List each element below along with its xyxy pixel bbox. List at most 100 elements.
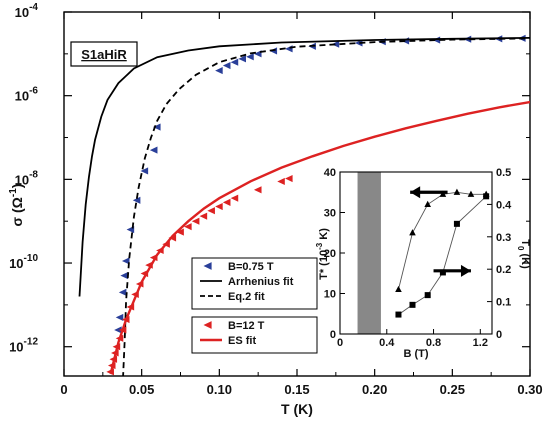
legend-box xyxy=(191,316,318,354)
legend-marker xyxy=(203,321,212,329)
b-0-75-t-point xyxy=(253,50,262,58)
y-tick-label: 10-8 xyxy=(15,169,39,187)
y-tick-label: 10-6 xyxy=(15,86,39,104)
y-tick-label: 10-12 xyxy=(9,337,38,355)
inset-t0-point xyxy=(409,301,416,308)
inset-right-axis-title: T0 (K) xyxy=(516,239,531,269)
x-tick-label: 0.20 xyxy=(362,382,387,397)
inset-right-tick-label: 0.2 xyxy=(496,264,511,276)
b-0-75-t-point xyxy=(140,167,149,175)
y-tick-label: 10-10 xyxy=(9,253,38,271)
inset-t0-point xyxy=(439,269,446,276)
x-tick-label: 0.05 xyxy=(129,382,154,397)
main-plot: 0 0.05 0.10 0.15 0.20 0.25 0.30 10-410-610-810… xyxy=(8,2,543,417)
x-tick-label: 0.30 xyxy=(517,382,542,397)
b-12-t-point xyxy=(222,198,231,206)
inset-t-point xyxy=(467,190,475,197)
b-12-t-point xyxy=(191,217,200,225)
y-axis-title-main: σ (Ω xyxy=(9,197,25,226)
es-fit-line xyxy=(109,100,530,375)
x-tick-label: 0.15 xyxy=(284,382,309,397)
arrhenius-fit-line xyxy=(78,37,530,297)
b-0-75-t-point xyxy=(120,272,128,280)
x-tick-label: 0.10 xyxy=(207,382,232,397)
inset-t-point xyxy=(453,188,461,195)
b-12-t-point xyxy=(253,186,262,194)
b-12-t-point xyxy=(184,223,192,231)
b-0-75-t-point xyxy=(132,196,141,204)
b-0-75-t-point xyxy=(230,58,239,66)
y-tick-label: 10-4 xyxy=(15,2,39,20)
inset-right-tick-label: 0.3 xyxy=(496,232,511,244)
b-12-t-point xyxy=(207,207,215,215)
inset-shaded-band xyxy=(357,172,381,334)
inset-series-t0 xyxy=(395,193,490,318)
inset-x-tick-label: 0.8 xyxy=(426,337,441,349)
x-tick-label: 0 xyxy=(60,382,67,397)
legend-label: B=12 T xyxy=(228,320,265,332)
b-0-75-t-point xyxy=(114,326,122,334)
x-axis-title: T (K) xyxy=(281,401,313,417)
inset-left-tick-label: 0 xyxy=(330,329,336,341)
inset-right-tick-label: 0 xyxy=(496,329,502,341)
legend-label: B=0.75 T xyxy=(228,261,274,273)
b-0-75-t-point xyxy=(285,45,293,53)
b-0-75-t-point xyxy=(238,55,246,63)
inset-left-axis-title-exp: -3 xyxy=(315,242,324,250)
b-0-75-t-point xyxy=(222,61,231,70)
b-0-75-t-point xyxy=(149,146,158,154)
inset-arrow-right xyxy=(433,264,471,277)
b-12-t-point xyxy=(277,177,285,186)
b-12-t-point xyxy=(199,212,208,220)
legend-label: ES fit xyxy=(228,335,256,347)
legend-label: Eq.2 fit xyxy=(228,291,265,303)
inset-right-axis-title-main: T xyxy=(519,239,531,246)
series-layer xyxy=(78,34,530,376)
inset-t0-point xyxy=(424,292,431,299)
eq-2-fit-line xyxy=(122,37,530,376)
series-eq-2-fit xyxy=(122,37,530,376)
b-12-t-point xyxy=(176,228,184,236)
inset-t-point xyxy=(424,200,431,207)
b-12-t-point xyxy=(215,202,223,211)
inset-t0-point xyxy=(453,220,460,227)
inset-left-tick-label: 10 xyxy=(324,289,336,301)
inset-left-axis-title-close: K) xyxy=(318,228,330,243)
y-axis-title-exp: -1 xyxy=(8,188,19,197)
y-axis-title: σ (Ω-1) xyxy=(8,184,25,227)
inset-arrow-left xyxy=(410,186,448,199)
b-0-75-t-point xyxy=(118,288,127,296)
inset-right-tick-label: 0.5 xyxy=(496,167,511,179)
b-0-75-t-point xyxy=(121,257,130,265)
x-axis-ticks: 0 0.05 0.10 0.15 0.20 0.25 0.30 xyxy=(60,12,543,397)
inset-t0-point xyxy=(483,193,490,200)
legend-label: Arrhenius fit xyxy=(228,276,294,288)
inset-left-tick-label: 30 xyxy=(324,208,336,220)
inset-plot: 0 0.4 0.8 1.2 0 10 20 30 40 0 0.1 0.2 0.3 0.4 0.5 B (T… xyxy=(315,167,531,360)
b-12-t-point xyxy=(230,194,239,202)
inset-right-axis-title-sub: 0 xyxy=(516,246,525,251)
inset-t-point xyxy=(395,285,402,293)
series-es-fit xyxy=(109,100,530,375)
inset-t0-point xyxy=(395,311,402,318)
legend-box xyxy=(191,257,318,310)
inset-left-tick-label: 40 xyxy=(324,167,336,179)
sample-label: S1aHiR xyxy=(70,41,138,67)
series-b-0-75-t xyxy=(114,34,526,334)
inset-layer: 0 0.4 0.8 1.2 0 10 20 30 40 0 0.1 0.2 0.3 0.4 0.5 xyxy=(324,167,512,349)
series-arrhenius-fit xyxy=(78,37,530,297)
legend: B=0.75 T Arrhenius fit Eq.2 fit B=12 T ES fi… xyxy=(191,257,318,354)
b-0-75-t-point xyxy=(215,67,223,75)
y-axis-title-close: ) xyxy=(9,184,25,189)
b-0-75-t-point xyxy=(115,313,124,321)
inset-x-tick-label: 0.4 xyxy=(379,337,395,349)
inset-left-tick-label: 20 xyxy=(324,248,336,260)
inset-right-axis-title-close: (K) xyxy=(519,250,531,269)
inset-left-axis-title-main: T* (10 xyxy=(318,250,330,280)
b-12-t-point xyxy=(285,174,293,183)
inset-x-tick-label: 0 xyxy=(337,337,343,349)
inset-x-axis-title: B (T) xyxy=(403,348,428,360)
inset-right-tick-label: 0.4 xyxy=(496,199,512,211)
